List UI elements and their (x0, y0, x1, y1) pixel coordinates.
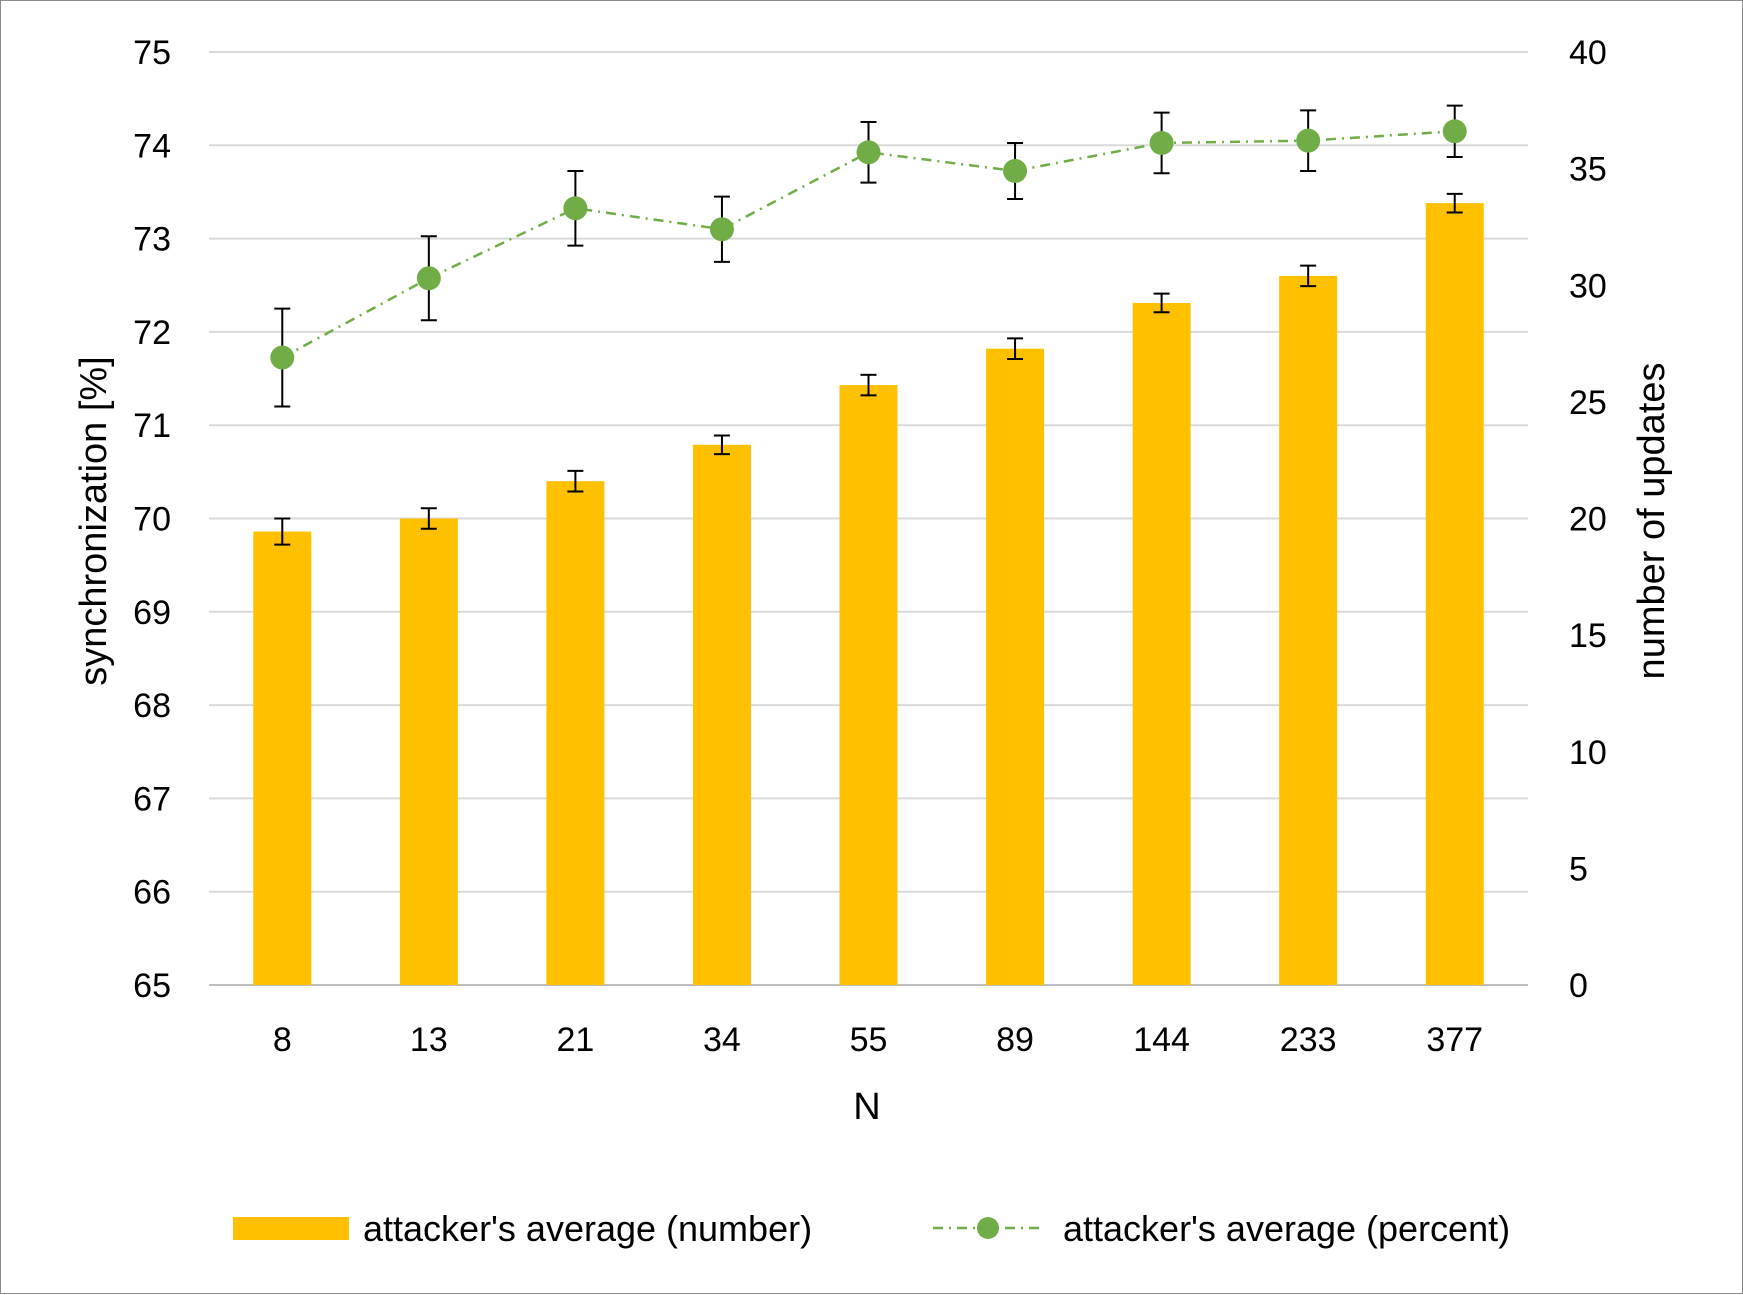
bar (399, 518, 458, 985)
y-left-tick-label: 66 (133, 874, 171, 912)
bar-layer (253, 192, 1484, 986)
bar-error-bar (420, 507, 437, 530)
y-right-tick-label: 0 (1569, 967, 1588, 1005)
y-left-tick-label: 70 (133, 501, 171, 539)
bar-error-bar (713, 434, 730, 456)
data-point (1003, 158, 1028, 183)
y-left-tick-label: 68 (133, 687, 171, 725)
data-point (270, 345, 295, 370)
y-axis-left-title: synchronization [%] (73, 356, 115, 686)
bar (692, 444, 751, 986)
data-point (1149, 130, 1174, 155)
bar (1132, 302, 1191, 985)
bar (253, 531, 312, 985)
x-tick-label: 55 (850, 1021, 888, 1059)
y-left-tick-label: 74 (133, 127, 171, 165)
x-tick-label: 8 (273, 1021, 292, 1059)
y-right-tick-label: 25 (1569, 384, 1607, 422)
bar (1279, 275, 1338, 985)
data-point (1296, 128, 1321, 153)
data-point (709, 217, 734, 242)
legend-label-bar: attacker's average (number) (363, 1208, 812, 1249)
y-left-tick-label: 75 (133, 34, 171, 72)
y-right-tick-label: 20 (1569, 501, 1607, 539)
bar-error-bar (1153, 292, 1170, 314)
y-left-tick-label: 73 (133, 221, 171, 259)
bar-error-bar (274, 517, 291, 546)
y-left-tick-label: 69 (133, 594, 171, 632)
series-line (281, 130, 1455, 359)
bar (1425, 203, 1484, 985)
y-left-tick-label: 71 (133, 407, 171, 445)
x-axis-title: N (853, 1086, 880, 1128)
data-point (856, 140, 881, 165)
y-axis-right-title: number of updates (1631, 363, 1673, 680)
data-point (416, 266, 441, 291)
y-left-tick-label: 65 (133, 967, 171, 1005)
line-layer (270, 104, 1467, 408)
x-tick-label: 144 (1133, 1021, 1190, 1059)
data-point (1442, 119, 1467, 144)
bar-error-bar (1300, 264, 1317, 288)
legend: attacker's average (number) attacker's a… (233, 1208, 1510, 1249)
y-right-tick-label: 15 (1569, 617, 1607, 655)
bar (986, 348, 1045, 986)
bar (839, 385, 898, 985)
tick-layer: 65 66 67 68 69 70 71 72 73 74 75 0 5 10 15 20 25 30 35 40 8 1… (133, 34, 1607, 1059)
x-tick-label: 233 (1280, 1021, 1337, 1059)
legend-swatch-marker (977, 1217, 999, 1239)
bar-error-bar (860, 373, 877, 397)
x-tick-label: 21 (556, 1021, 594, 1059)
bar-error-bar (567, 469, 584, 493)
y-right-tick-label: 35 (1569, 151, 1607, 189)
y-right-tick-label: 30 (1569, 267, 1607, 305)
bar (546, 481, 605, 985)
y-right-tick-label: 10 (1569, 734, 1607, 772)
x-tick-label: 13 (410, 1021, 448, 1059)
legend-label-line: attacker's average (percent) (1063, 1208, 1510, 1249)
x-tick-label: 89 (996, 1021, 1034, 1059)
x-tick-label: 34 (703, 1021, 741, 1059)
y-left-tick-label: 72 (133, 314, 171, 352)
legend-swatch-bar (233, 1217, 349, 1240)
x-tick-label: 377 (1426, 1021, 1483, 1059)
y-right-tick-label: 40 (1569, 34, 1607, 72)
bar-error-bar (1007, 337, 1024, 360)
data-point (563, 196, 588, 221)
bar-error-bar (1446, 192, 1463, 214)
y-right-tick-label: 5 (1569, 850, 1588, 888)
y-left-tick-label: 67 (133, 780, 171, 818)
